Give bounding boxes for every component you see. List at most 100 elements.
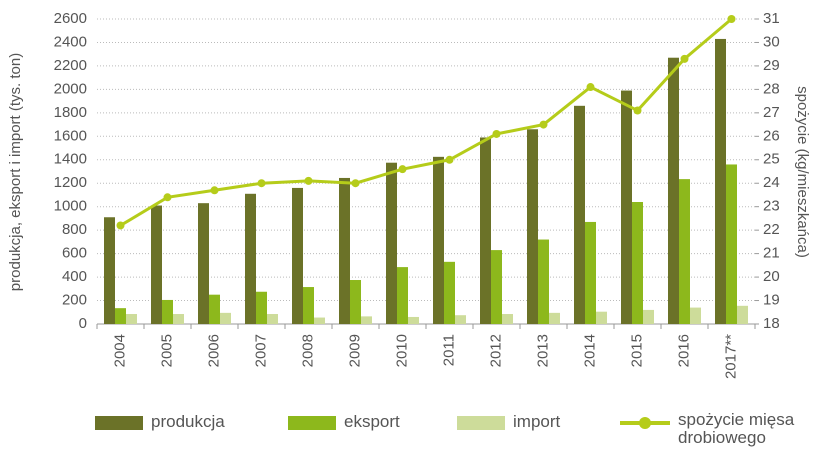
marker: [398, 165, 407, 174]
legend-item: spożycie mięsa drobiowego: [620, 410, 817, 447]
y2-tick-label: 20: [763, 268, 780, 285]
bar: [444, 261, 455, 324]
chart: produkcja, eksport i import (tys. ton) s…: [7, 10, 811, 379]
marker: [633, 106, 642, 115]
y-tick-label: 600: [62, 245, 87, 262]
y-tick-label: 1600: [54, 127, 87, 144]
bar: [538, 239, 549, 324]
x-tick-label: 2011: [440, 334, 457, 366]
legend-label: produkcja: [151, 412, 225, 431]
x-tick-label: 2013: [534, 334, 551, 367]
marker: [351, 179, 360, 188]
x-tick-label: 2006: [205, 334, 222, 367]
marker: [210, 186, 219, 195]
bar: [679, 179, 690, 324]
y-tick-label: 1800: [54, 104, 87, 121]
bar: [198, 203, 209, 324]
x-tick-label: 2009: [346, 334, 363, 367]
y-tick-label: 2000: [54, 80, 87, 97]
bar: [726, 164, 737, 324]
bar: [361, 316, 372, 324]
bar: [549, 312, 560, 324]
y2-axis-title: spożycie (kg/mieszkańca): [794, 86, 811, 258]
marker: [539, 120, 548, 129]
y2-tick-label: 26: [763, 127, 780, 144]
y-tick-label: 2200: [54, 57, 87, 74]
y2-tick-label: 31: [763, 10, 780, 27]
bar: [220, 312, 231, 324]
bar: [715, 38, 726, 324]
x-tick-label: 2017**: [722, 334, 739, 379]
marker: [257, 179, 266, 188]
bar: [480, 137, 491, 324]
y2-tick-label: 19: [763, 292, 780, 309]
bar: [737, 305, 748, 324]
bar: [115, 308, 126, 324]
bar: [209, 294, 220, 324]
y2-tick-label: 23: [763, 198, 780, 215]
bar: [350, 280, 361, 324]
bar: [303, 287, 314, 324]
bar: [173, 314, 184, 324]
marker: [727, 15, 736, 23]
y-tick-label: 800: [62, 221, 87, 238]
marker: [445, 155, 454, 164]
y2-tick-label: 29: [763, 57, 780, 74]
marker: [680, 54, 689, 63]
y2-tick-label: 21: [763, 245, 780, 262]
bar: [455, 315, 466, 324]
legend-label: spożycie mięsa drobiowego: [678, 410, 795, 447]
bar: [339, 177, 350, 324]
legend-item: eksport: [288, 412, 400, 432]
y-tick-label: 400: [62, 268, 87, 285]
y2-tick-label: 25: [763, 151, 780, 168]
x-tick-label: 2007: [252, 334, 269, 367]
bar: [126, 314, 137, 324]
bar: [386, 162, 397, 324]
y2-tick-label: 28: [763, 80, 780, 97]
marker: [586, 83, 595, 92]
bar: [397, 267, 408, 324]
y-tick-label: 0: [79, 315, 87, 332]
legend-swatch: [288, 416, 336, 430]
line: [119, 17, 733, 227]
legend-swatch: [95, 416, 143, 430]
bar: [314, 317, 325, 324]
bar: [267, 314, 278, 324]
bar: [256, 291, 267, 324]
y-tick-label: 1000: [54, 198, 87, 215]
x-tick-label: 2015: [628, 334, 645, 367]
y-tick-label: 1400: [54, 151, 87, 168]
bar: [151, 205, 162, 324]
bar: [162, 299, 173, 324]
bar: [292, 187, 303, 324]
x-tick-label: 2005: [158, 334, 175, 367]
legend-label: eksport: [344, 412, 400, 431]
x-tick-label: 2008: [299, 334, 316, 367]
y-tick-label: 1200: [54, 174, 87, 191]
bar: [632, 202, 643, 324]
bar: [433, 156, 444, 324]
x-tick-label: 2010: [393, 334, 410, 367]
y2-tick-label: 22: [763, 221, 780, 238]
marker: [304, 176, 313, 185]
bar: [245, 193, 256, 324]
y-tick-label: 2400: [54, 33, 87, 50]
y2-tick-label: 18: [763, 315, 780, 332]
bar: [408, 316, 419, 324]
bar: [574, 105, 585, 324]
y-axis-title: produkcja, eksport i import (tys. ton): [7, 53, 24, 291]
bar: [668, 57, 679, 324]
x-tick-label: 2004: [111, 334, 128, 367]
y2-tick-label: 27: [763, 104, 780, 121]
x-tick-label: 2012: [487, 334, 504, 367]
y2-tick-label: 30: [763, 33, 780, 50]
marker: [163, 193, 172, 202]
bar: [527, 129, 538, 324]
legend-item: import: [457, 412, 560, 432]
bar: [643, 309, 654, 324]
y2-tick-label: 24: [763, 174, 780, 191]
y-tick-label: 200: [62, 292, 87, 309]
marker: [492, 129, 501, 138]
